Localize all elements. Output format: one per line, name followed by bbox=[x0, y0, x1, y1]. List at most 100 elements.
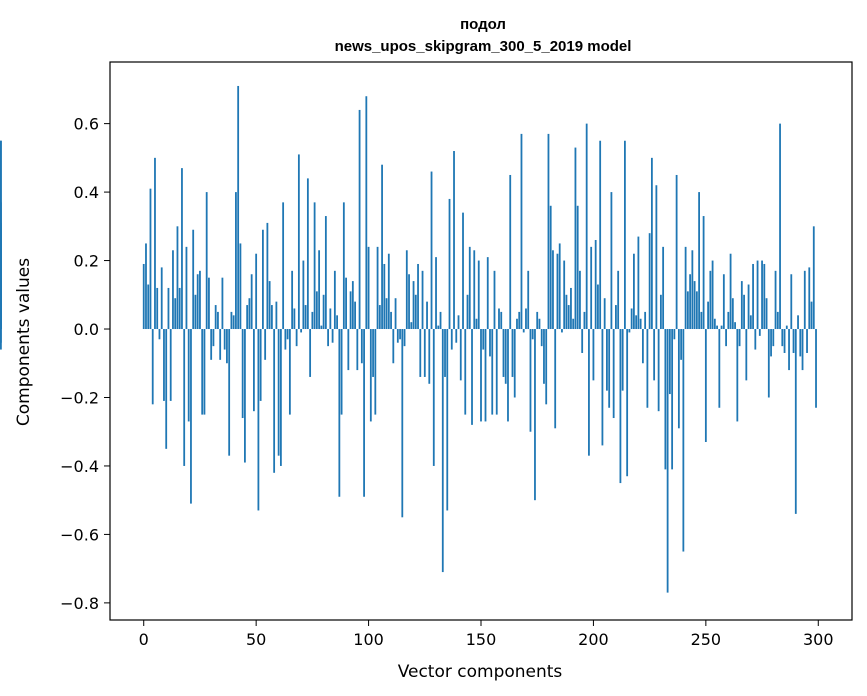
bar bbox=[306, 178, 309, 330]
bar bbox=[608, 329, 611, 408]
bar bbox=[194, 294, 197, 330]
bar bbox=[383, 263, 386, 330]
bar bbox=[277, 329, 280, 456]
bar bbox=[718, 329, 721, 408]
bar bbox=[792, 329, 795, 353]
y-tick-label: −0.6 bbox=[60, 525, 99, 544]
bar bbox=[327, 329, 329, 347]
x-tick-label: 300 bbox=[803, 630, 834, 649]
bar bbox=[610, 192, 613, 330]
bar bbox=[734, 322, 736, 330]
bar bbox=[758, 329, 761, 336]
bar bbox=[570, 287, 572, 330]
bar bbox=[333, 270, 336, 330]
bar bbox=[241, 329, 244, 419]
bar bbox=[462, 212, 464, 330]
bar bbox=[740, 281, 743, 330]
bar bbox=[430, 171, 433, 330]
bar bbox=[396, 329, 399, 343]
bar bbox=[727, 311, 730, 330]
bar bbox=[255, 253, 258, 330]
bar bbox=[574, 147, 577, 330]
bar bbox=[637, 236, 640, 330]
bar bbox=[345, 277, 347, 330]
bar bbox=[736, 329, 739, 422]
bar bbox=[520, 133, 523, 330]
bar bbox=[369, 329, 372, 422]
bar bbox=[167, 287, 170, 330]
bar bbox=[630, 308, 633, 330]
bar bbox=[165, 329, 168, 449]
bar bbox=[513, 329, 516, 398]
bar bbox=[160, 267, 163, 330]
bar bbox=[158, 329, 161, 340]
bar bbox=[342, 202, 345, 330]
bars-group bbox=[0, 85, 817, 593]
bar bbox=[376, 246, 379, 330]
bar bbox=[502, 329, 505, 377]
y-tick-label: −0.2 bbox=[60, 388, 99, 407]
bar bbox=[410, 322, 413, 330]
bar bbox=[641, 329, 644, 364]
bar bbox=[264, 329, 267, 360]
bar bbox=[785, 325, 788, 330]
bar bbox=[435, 257, 437, 330]
bar bbox=[599, 140, 602, 330]
bar bbox=[812, 226, 815, 330]
bar bbox=[576, 205, 579, 330]
bar bbox=[729, 253, 732, 330]
bar bbox=[626, 329, 629, 477]
bar bbox=[279, 329, 282, 466]
bar bbox=[619, 329, 622, 484]
bar bbox=[358, 109, 361, 330]
bar bbox=[318, 250, 321, 330]
bar bbox=[201, 329, 204, 415]
bar bbox=[531, 329, 534, 340]
bar bbox=[471, 329, 473, 425]
bar bbox=[284, 329, 287, 350]
bar bbox=[432, 329, 435, 466]
bar bbox=[788, 329, 790, 371]
bar bbox=[491, 329, 494, 415]
x-axis-ticks: 0 50 100 150 200 250 300 bbox=[139, 620, 834, 649]
bar bbox=[493, 270, 496, 330]
bar bbox=[219, 329, 222, 360]
bar bbox=[262, 229, 264, 330]
bar bbox=[473, 250, 476, 330]
bar bbox=[655, 185, 658, 330]
bar bbox=[273, 329, 276, 473]
bar bbox=[803, 270, 806, 330]
bar bbox=[347, 329, 350, 371]
bar bbox=[187, 329, 190, 422]
bar bbox=[779, 123, 781, 330]
bar bbox=[529, 329, 532, 432]
bar bbox=[351, 281, 354, 330]
bar bbox=[677, 329, 680, 429]
bar bbox=[172, 250, 174, 330]
bar bbox=[293, 308, 296, 330]
bar bbox=[237, 85, 240, 330]
bar bbox=[448, 198, 451, 330]
bar bbox=[403, 329, 406, 347]
bar bbox=[583, 311, 586, 330]
bar bbox=[320, 325, 323, 330]
bar bbox=[666, 329, 669, 593]
bar bbox=[291, 270, 294, 330]
bar bbox=[534, 329, 536, 501]
bar bbox=[801, 329, 804, 371]
bar bbox=[428, 329, 431, 384]
bar bbox=[536, 311, 539, 330]
bar bbox=[716, 325, 718, 330]
bar bbox=[217, 311, 219, 330]
bar bbox=[797, 315, 799, 330]
y-tick-label: −0.8 bbox=[60, 594, 99, 613]
bar bbox=[538, 318, 541, 330]
bar bbox=[507, 329, 509, 422]
plot-frame bbox=[109, 61, 853, 621]
x-tick-label: 250 bbox=[691, 630, 722, 649]
bar bbox=[579, 270, 581, 330]
bar bbox=[0, 294, 2, 330]
bar bbox=[405, 250, 408, 330]
bar bbox=[621, 329, 624, 391]
bar bbox=[644, 311, 647, 330]
